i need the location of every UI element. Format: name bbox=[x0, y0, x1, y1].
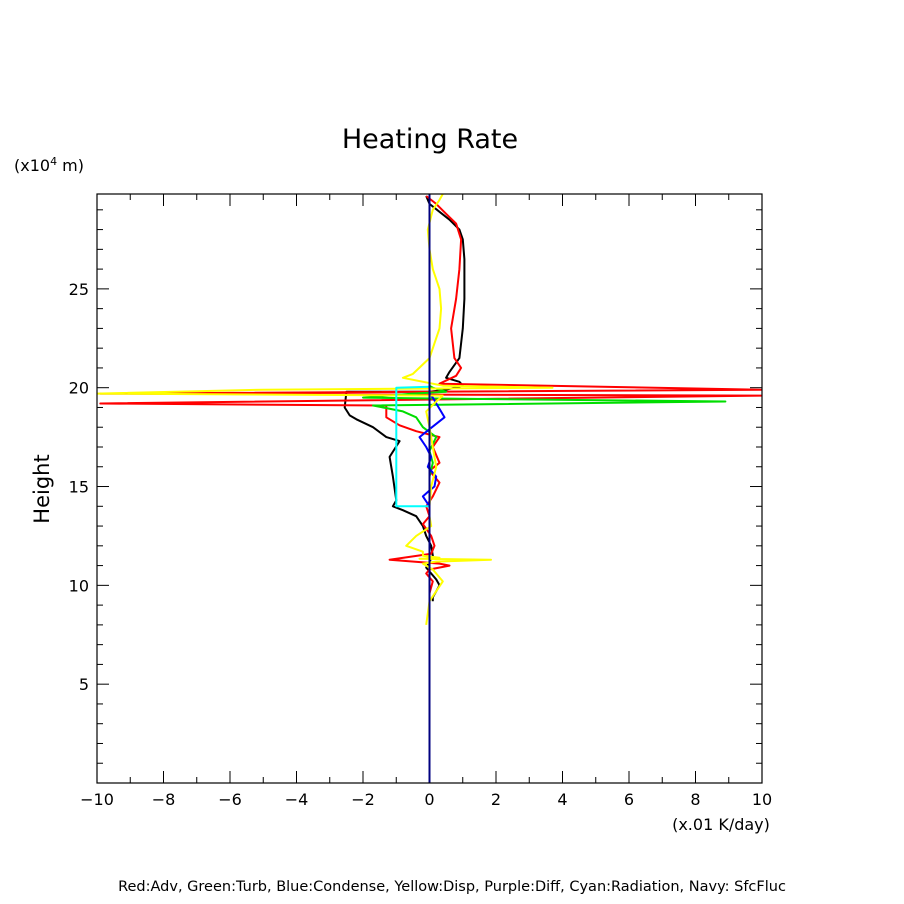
x-tick-label: 0 bbox=[424, 790, 434, 809]
x-tick-label: 6 bbox=[624, 790, 634, 809]
x-tick-label: −2 bbox=[351, 790, 375, 809]
series-blue-condense bbox=[418, 387, 446, 517]
x-tick-label: 4 bbox=[557, 790, 567, 809]
x-tick-label: 8 bbox=[690, 790, 700, 809]
x-axis-label: (x.01 K/day) bbox=[672, 815, 770, 834]
y-tick-label: 25 bbox=[69, 280, 89, 299]
x-tick-label: −6 bbox=[218, 790, 242, 809]
series-green-turb bbox=[362, 384, 727, 507]
legend-text: Red:Adv, Green:Turb, Blue:Condense, Yell… bbox=[118, 879, 786, 895]
y-tick-label: 5 bbox=[79, 675, 89, 694]
series-cyan-radiation bbox=[395, 385, 430, 508]
y-axis-label: Height bbox=[30, 454, 54, 523]
y-tick-label: 20 bbox=[69, 379, 89, 398]
y-tick-label: 15 bbox=[69, 478, 89, 497]
x-tick-label: 2 bbox=[491, 790, 501, 809]
plot-frame bbox=[96, 193, 763, 784]
x-tick-label: −10 bbox=[80, 790, 114, 809]
x-tick-label: −4 bbox=[285, 790, 309, 809]
series-red-adv bbox=[99, 195, 762, 602]
y-tick-label: 10 bbox=[69, 576, 89, 595]
chart-title: Heating Rate bbox=[342, 124, 518, 155]
series-lines bbox=[97, 194, 762, 783]
y-unit-label: (x104 m) bbox=[14, 155, 84, 175]
x-tick-label: −8 bbox=[152, 790, 176, 809]
x-tick-label: 10 bbox=[752, 790, 772, 809]
